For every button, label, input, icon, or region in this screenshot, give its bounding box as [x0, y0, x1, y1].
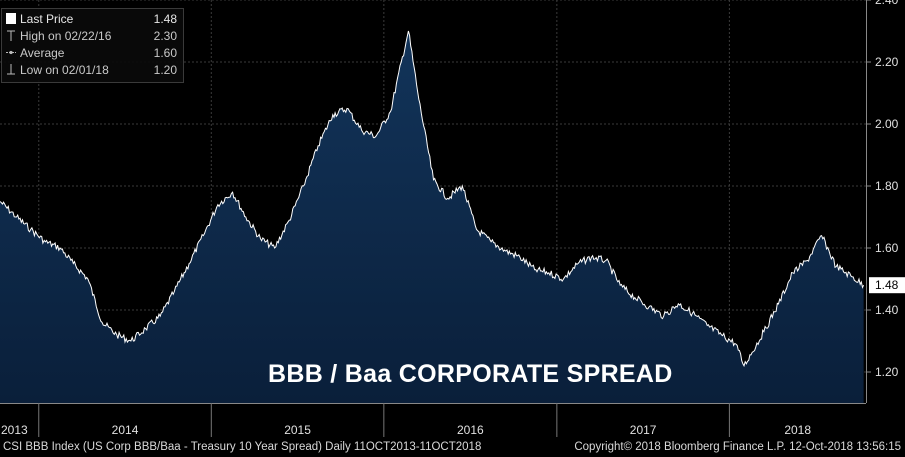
legend-row-low: Low on 02/01/18 1.20: [2, 62, 183, 78]
legend-last-price-label: Last Price: [20, 12, 74, 26]
y-tick-label: 2.00: [875, 117, 899, 131]
legend-swatch-icon: [6, 13, 16, 24]
x-tick-label: 2013: [1, 423, 28, 437]
x-tick-label: 2015: [284, 423, 311, 437]
x-tick-label: 2016: [457, 423, 484, 437]
x-tick-label: 2017: [630, 423, 657, 437]
legend-last-price-value: 1.48: [153, 12, 177, 26]
last-price-tag-value: 1.48: [875, 278, 899, 292]
x-tick-label: 2014: [112, 423, 139, 437]
last-price-tag: 1.48: [869, 277, 905, 294]
legend-row-last-price: Last Price 1.48: [2, 11, 183, 27]
y-tick-label: 1.60: [875, 241, 899, 255]
x-axis-ticks: 2013 2014 2015 2016 2017 2018: [1, 403, 811, 437]
legend: Last Price 1.48 High on 02/22/16 2.30 Av…: [1, 8, 184, 83]
legend-row-average: Average 1.60: [2, 45, 183, 61]
footer-copyright: Copyright© 2018 Bloomberg Finance L.P. 1…: [574, 441, 901, 453]
y-tick-label: 2.20: [875, 55, 899, 69]
high-marker-icon: [6, 30, 16, 41]
y-tick-label: 1.80: [875, 179, 899, 193]
axes: [0, 0, 867, 404]
legend-low-value: 1.20: [153, 63, 177, 77]
series-line: [0, 30, 865, 368]
y-tick-label: 1.40: [875, 303, 899, 317]
x-tick-label: 2018: [784, 423, 811, 437]
y-tick-label: 1.20: [875, 365, 899, 379]
average-marker-icon: [6, 47, 16, 58]
legend-high-label: High on 02/22/16: [20, 29, 112, 43]
series-area: [0, 31, 864, 403]
chart-title: BBB / Baa CORPORATE SPREAD: [268, 360, 673, 388]
legend-average-label: Average: [20, 46, 65, 60]
legend-low-label: Low on 02/01/18: [20, 63, 109, 77]
footer: CSI BBB Index (US Corp BBB/Baa - Treasur…: [0, 438, 905, 457]
y-axis-ticks: 1.20 1.40 1.60 1.80 2.00 2.20 2.40: [866, 0, 899, 379]
low-marker-icon: [6, 64, 16, 75]
y-tick-label: 2.40: [875, 0, 899, 7]
legend-row-high: High on 02/22/16 2.30: [2, 28, 183, 44]
legend-high-value: 2.30: [153, 29, 177, 43]
footer-source: CSI BBB Index (US Corp BBB/Baa - Treasur…: [3, 441, 482, 453]
legend-average-value: 1.60: [153, 46, 177, 60]
